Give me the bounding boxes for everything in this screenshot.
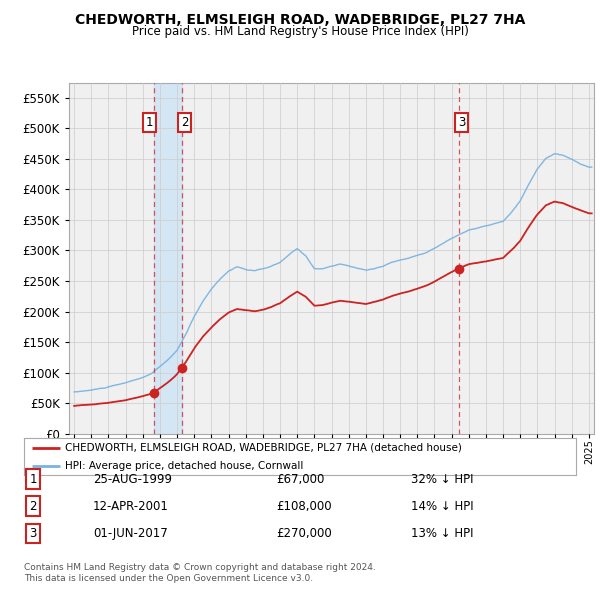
Text: 3: 3: [458, 116, 465, 129]
Text: CHEDWORTH, ELMSLEIGH ROAD, WADEBRIDGE, PL27 7HA (detached house): CHEDWORTH, ELMSLEIGH ROAD, WADEBRIDGE, P…: [65, 443, 462, 453]
Text: £108,000: £108,000: [276, 500, 332, 513]
Text: 2: 2: [29, 500, 37, 513]
Text: 32% ↓ HPI: 32% ↓ HPI: [411, 473, 473, 486]
Text: 13% ↓ HPI: 13% ↓ HPI: [411, 527, 473, 540]
Text: CHEDWORTH, ELMSLEIGH ROAD, WADEBRIDGE, PL27 7HA: CHEDWORTH, ELMSLEIGH ROAD, WADEBRIDGE, P…: [75, 13, 525, 27]
Text: 1: 1: [146, 116, 154, 129]
Text: HPI: Average price, detached house, Cornwall: HPI: Average price, detached house, Corn…: [65, 461, 304, 471]
Text: Price paid vs. HM Land Registry's House Price Index (HPI): Price paid vs. HM Land Registry's House …: [131, 25, 469, 38]
Text: 14% ↓ HPI: 14% ↓ HPI: [411, 500, 473, 513]
Text: £270,000: £270,000: [276, 527, 332, 540]
Text: Contains HM Land Registry data © Crown copyright and database right 2024.: Contains HM Land Registry data © Crown c…: [24, 563, 376, 572]
Bar: [154, 83, 182, 434]
Text: 01-JUN-2017: 01-JUN-2017: [93, 527, 168, 540]
Text: 12-APR-2001: 12-APR-2001: [93, 500, 169, 513]
Text: 1: 1: [29, 473, 37, 486]
Text: 2: 2: [181, 116, 188, 129]
Text: 3: 3: [29, 527, 37, 540]
Text: This data is licensed under the Open Government Licence v3.0.: This data is licensed under the Open Gov…: [24, 574, 313, 583]
Text: 25-AUG-1999: 25-AUG-1999: [93, 473, 172, 486]
Text: £67,000: £67,000: [276, 473, 325, 486]
